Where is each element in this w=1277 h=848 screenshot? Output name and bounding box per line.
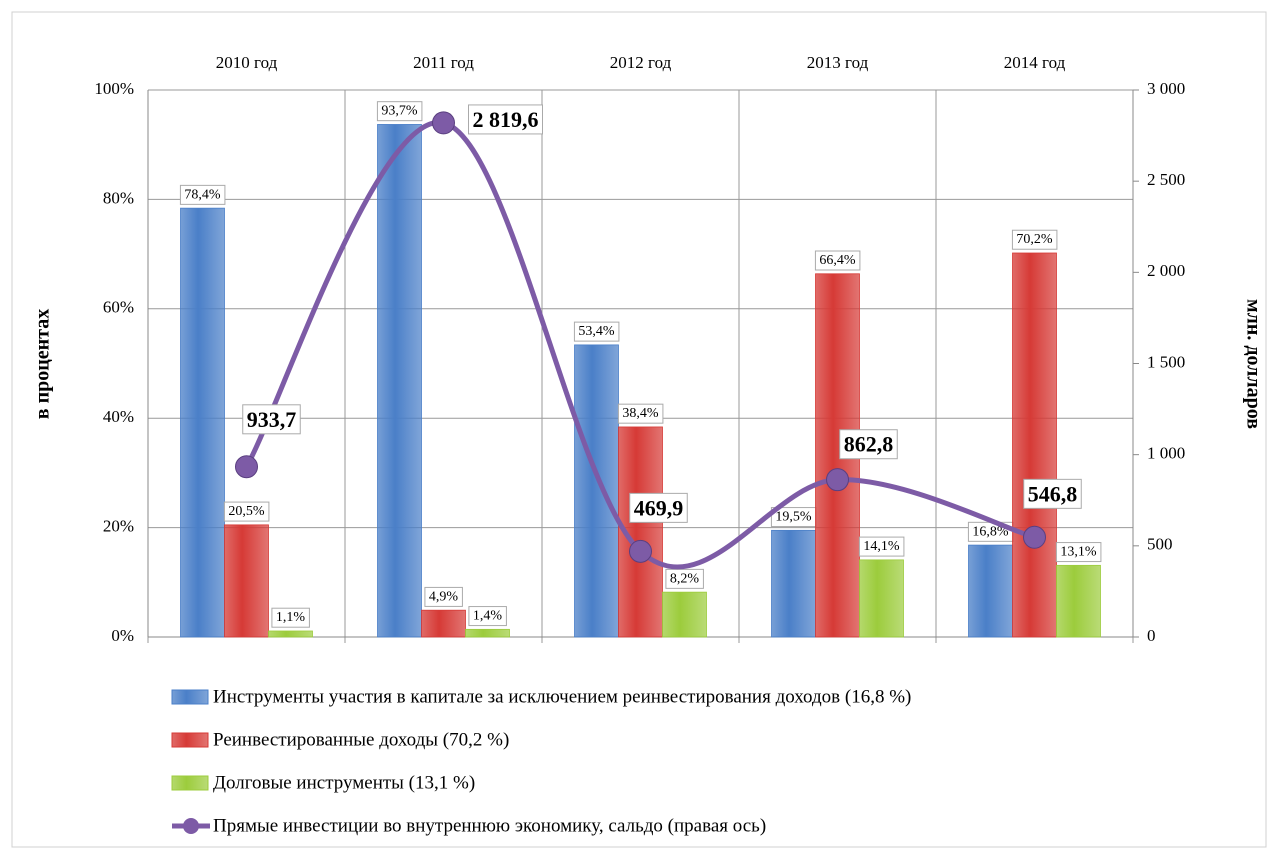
bar bbox=[662, 591, 707, 638]
bar bbox=[1056, 564, 1101, 638]
legend-swatch bbox=[171, 732, 209, 748]
category-label: 2013 год bbox=[807, 53, 869, 72]
data-label-box bbox=[858, 536, 905, 557]
data-label: 4,9% bbox=[429, 589, 459, 604]
legend-swatch bbox=[171, 775, 209, 791]
data-label: 20,5% bbox=[228, 504, 265, 519]
y-axis-label: в процентах bbox=[32, 309, 54, 419]
y2-tick-label: 2 000 bbox=[1147, 261, 1185, 280]
legend-label: Инструменты участия в капитале за исключ… bbox=[213, 686, 911, 707]
line-label-box bbox=[1023, 478, 1082, 509]
y-tick-label: 20% bbox=[103, 517, 134, 536]
y2-tick-label: 2 500 bbox=[1147, 170, 1185, 189]
data-label-box bbox=[665, 568, 704, 589]
line bbox=[244, 120, 1036, 570]
bar bbox=[377, 124, 422, 638]
data-label: 14,1% bbox=[863, 539, 900, 554]
y2-axis-label: млн. долларов bbox=[1242, 299, 1264, 429]
category-label: 2012 год bbox=[610, 53, 672, 72]
y2-tick-label: 0 bbox=[1147, 626, 1156, 645]
data-label-box bbox=[1055, 542, 1102, 563]
data-label-box bbox=[468, 606, 507, 627]
data-label: 78,4% bbox=[184, 187, 221, 202]
line-label: 862,8 bbox=[844, 432, 894, 457]
data-label-box bbox=[179, 184, 226, 205]
bar bbox=[421, 609, 466, 638]
line-label-box bbox=[242, 404, 301, 435]
category-label: 2011 год bbox=[413, 53, 474, 72]
bar bbox=[268, 630, 313, 638]
line-label-box bbox=[468, 104, 543, 135]
data-label-box bbox=[271, 607, 310, 628]
legend-label: Реинвестированные доходы (70,2 %) bbox=[213, 729, 509, 750]
line-point bbox=[1023, 525, 1046, 549]
y2-tick-label: 1 000 bbox=[1147, 444, 1185, 463]
line-label-box bbox=[839, 429, 898, 460]
data-label: 19,5% bbox=[775, 510, 812, 525]
line-label: 2 819,6 bbox=[473, 107, 539, 132]
y-tick-label: 80% bbox=[103, 188, 134, 207]
data-label: 1,4% bbox=[473, 609, 503, 624]
bar bbox=[968, 544, 1013, 638]
bar bbox=[859, 559, 904, 638]
data-label: 16,8% bbox=[972, 524, 1009, 539]
data-label-box bbox=[376, 101, 423, 122]
legend-label: Долговые инструменты (13,1 %) bbox=[213, 772, 475, 793]
bar bbox=[465, 628, 510, 638]
data-label: 13,1% bbox=[1060, 545, 1097, 560]
data-label-box bbox=[617, 403, 664, 424]
data-label-box bbox=[424, 586, 463, 607]
line-label-box bbox=[629, 492, 688, 523]
line-point bbox=[629, 539, 652, 563]
data-label: 8,2% bbox=[670, 571, 700, 586]
data-label: 1,1% bbox=[276, 610, 306, 625]
legend-swatch bbox=[183, 818, 199, 834]
line-point bbox=[432, 111, 455, 135]
data-label: 70,2% bbox=[1016, 232, 1053, 247]
y2-tick-label: 500 bbox=[1147, 535, 1173, 554]
y-tick-label: 0% bbox=[111, 626, 134, 645]
line-point bbox=[235, 455, 258, 479]
data-label-box bbox=[814, 250, 861, 271]
bar bbox=[574, 344, 619, 638]
category-label: 2014 год bbox=[1004, 53, 1066, 72]
data-label: 53,4% bbox=[578, 324, 615, 339]
y-tick-label: 100% bbox=[94, 79, 134, 98]
data-label-box bbox=[1011, 229, 1058, 250]
y-tick-label: 40% bbox=[103, 407, 134, 426]
line-point bbox=[826, 468, 849, 492]
y2-tick-label: 1 500 bbox=[1147, 352, 1185, 371]
bar bbox=[1012, 252, 1057, 638]
legend-label: Прямые инвестиции во внутреннюю экономик… bbox=[213, 815, 766, 836]
bar bbox=[771, 529, 816, 638]
data-label: 66,4% bbox=[819, 253, 856, 268]
bar bbox=[180, 207, 225, 638]
y-tick-label: 60% bbox=[103, 298, 134, 317]
data-label: 38,4% bbox=[622, 406, 659, 421]
line-label: 933,7 bbox=[247, 407, 297, 432]
legend-swatch bbox=[171, 689, 209, 705]
data-label: 93,7% bbox=[381, 104, 418, 119]
data-label-box bbox=[223, 501, 270, 522]
line-label: 546,8 bbox=[1028, 481, 1078, 506]
category-label: 2010 год bbox=[216, 53, 278, 72]
line-label: 469,9 bbox=[634, 495, 684, 520]
data-label-box bbox=[573, 321, 620, 342]
bar bbox=[224, 524, 269, 638]
y2-tick-label: 3 000 bbox=[1147, 79, 1185, 98]
